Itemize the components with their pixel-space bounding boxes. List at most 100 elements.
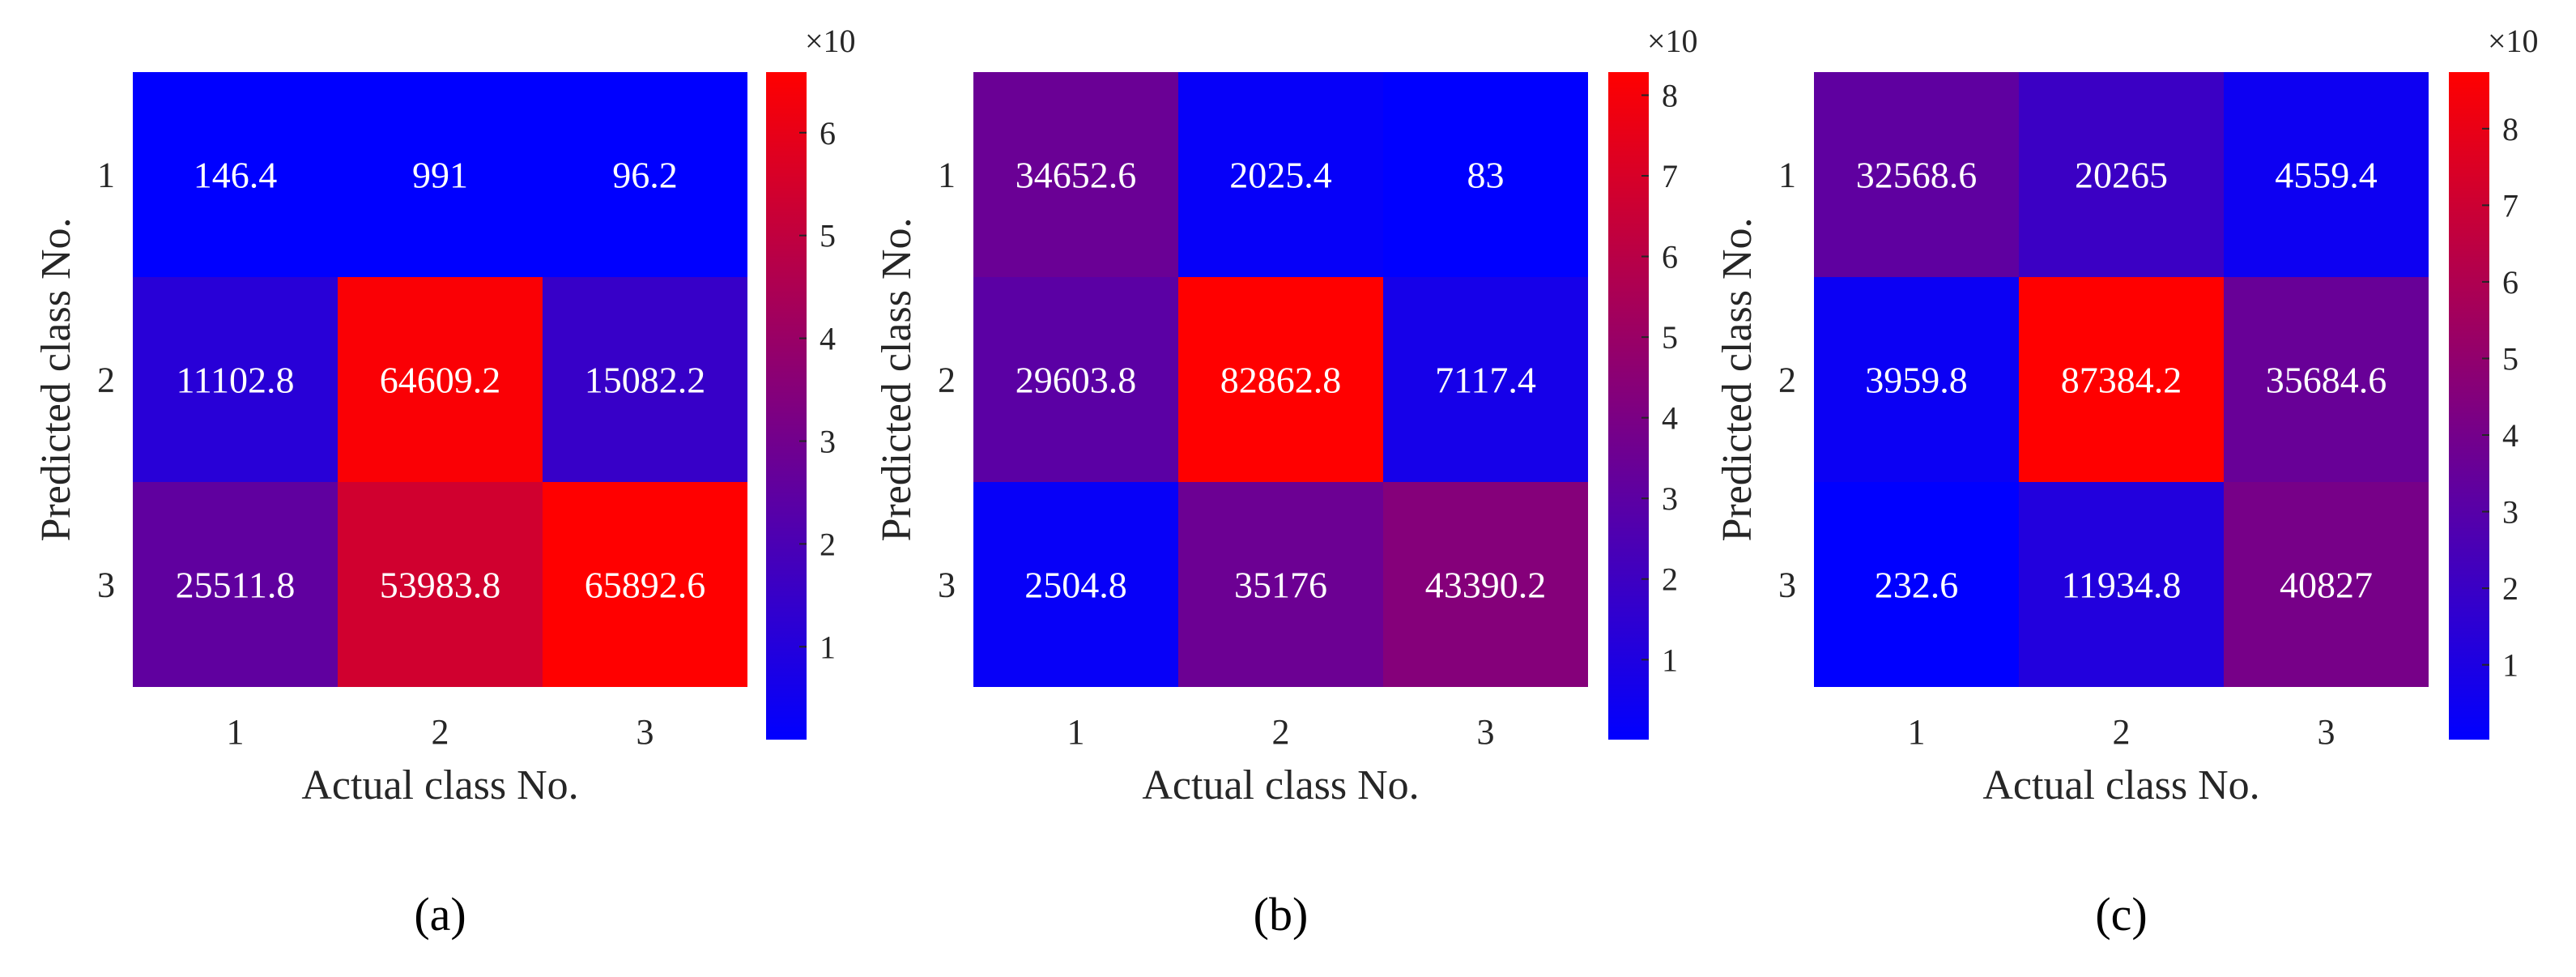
heatmap-cell [338,277,543,482]
cell-label: 40827 [2280,565,2373,606]
colorbar [2449,72,2489,740]
colorbar-tick-label: 6 [820,115,836,151]
heatmap-cell [1178,72,1383,277]
colorbar-tick-label: 5 [820,218,836,254]
y-axis-label: Predicted class No. [874,217,920,541]
x-tick-label: 2 [432,712,449,752]
heatmap-cell [133,482,338,687]
cell-label: 35176 [1234,565,1327,606]
x-axis-label: Actual class No. [1142,762,1419,808]
heatmap-cell [133,72,338,277]
cell-label: 2504.8 [1024,565,1127,606]
y-tick-label: 1 [938,156,956,195]
cell-label: 34652.6 [1015,155,1137,196]
colorbar-tick-label: 3 [1662,480,1678,517]
heatmap-cell [1383,277,1588,482]
colorbar-tick-label: 5 [1662,319,1678,356]
panel-label: (b) [1254,888,1309,941]
heatmap-cell [1383,482,1588,687]
heatmap-cell [2224,277,2429,482]
x-tick-label: 2 [2113,712,2131,752]
colorbar [1608,72,1649,740]
x-tick-label: 1 [227,712,245,752]
heatmap-cell [543,277,747,482]
y-tick-label: 2 [97,361,115,400]
x-tick-label: 3 [637,712,654,752]
panel-label: (a) [414,888,466,941]
x-axis-label: Actual class No. [301,762,578,808]
y-tick-label: 1 [97,156,115,195]
colorbar-tick-label: 4 [820,321,836,357]
cell-label: 11934.8 [2062,565,2182,606]
heatmap-cell [2019,72,2224,277]
colorbar-tick-label: 2 [820,526,836,562]
colorbar-multiplier-label: ×10 [805,23,856,59]
heatmap-cell [543,482,747,687]
colorbar-tick-label: 6 [1662,239,1678,275]
colorbar [766,72,807,740]
heatmap-cell [2019,277,2224,482]
cell-label: 232.6 [1875,565,1959,606]
heatmap-cell [133,277,338,482]
colorbar-tick-label: 5 [2502,340,2519,377]
cell-label: 991 [412,155,468,196]
x-axis-label: Actual class No. [1982,762,2259,808]
panel-label: (c) [2095,888,2147,941]
heatmap-cell [2224,72,2429,277]
y-tick-label: 1 [1778,156,1796,195]
colorbar-tick-label: 1 [2502,647,2519,684]
colorbar-tick-label: 8 [1662,77,1678,113]
cell-label: 20265 [2075,155,2168,196]
colorbar-tick-label: 3 [2502,494,2519,531]
heatmap-cell [2019,482,2224,687]
cell-label: 146.4 [194,155,278,196]
colorbar-tick-label: 4 [1662,400,1678,437]
heatmap-cell [1814,277,2019,482]
cell-label: 2025.4 [1229,155,1332,196]
y-tick-label: 3 [97,565,115,605]
cell-label: 29603.8 [1015,360,1137,401]
heatmap-cell [1178,277,1383,482]
cell-label: 83 [1467,155,1505,196]
cell-label: 11102.8 [176,360,294,401]
y-tick-label: 2 [1778,361,1796,400]
panel-a: 146.4 991 96.2 11102.8 64609.2 15082.2 25511.8… [33,23,856,941]
cell-label: 43390.2 [1425,565,1547,606]
heatmap-cell [973,277,1178,482]
colorbar-multiplier-label: ×10 [1647,23,1698,59]
heatmap-cell [973,72,1178,277]
colorbar-tick-label: 2 [1662,561,1678,598]
colorbar-tick-label: 6 [2502,264,2519,301]
cell-label: 82862.8 [1220,360,1342,401]
cell-label: 15082.2 [585,360,706,401]
cell-label: 3959.8 [1865,360,1968,401]
x-tick-label: 2 [1272,712,1290,752]
heatmap-cell [338,72,543,277]
cell-label: 35684.6 [2266,360,2387,401]
y-axis-label: Predicted class No. [1714,217,1761,541]
y-tick-label: 3 [938,565,956,605]
colorbar-tick-label: 1 [1662,642,1678,678]
heatmap-cell [1383,72,1588,277]
cell-label: 65892.6 [585,565,706,606]
y-axis-label: Predicted class No. [33,217,79,541]
cell-label: 25511.8 [176,565,296,606]
x-tick-label: 1 [1908,712,1926,752]
cell-label: 96.2 [612,155,678,196]
x-tick-label: 3 [1477,712,1495,752]
cell-label: 7117.4 [1435,360,1536,401]
cell-label: 64609.2 [380,360,501,401]
colorbar-tick-label: 7 [2502,187,2519,224]
x-tick-label: 3 [2318,712,2335,752]
colorbar-multiplier-label: ×10 [2488,23,2539,59]
heatmap-cell [338,482,543,687]
y-tick-label: 2 [938,361,956,400]
heatmap-cell [1178,482,1383,687]
heatmap-cell [973,482,1178,687]
colorbar-tick-label: 2 [2502,570,2519,607]
heatmap-cell [543,72,747,277]
cell-label: 32568.6 [1856,155,1978,196]
